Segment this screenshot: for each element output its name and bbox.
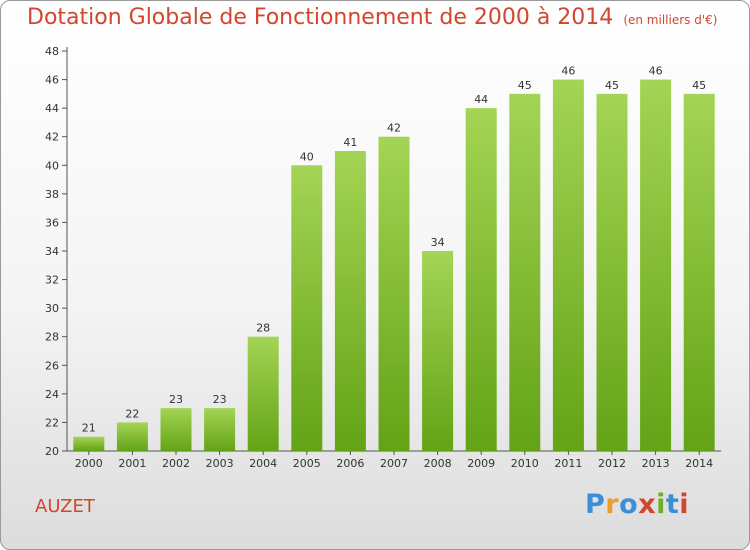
data-label-2001: 22 — [125, 407, 139, 420]
data-label-2005: 40 — [300, 150, 314, 163]
bar-2005 — [291, 165, 323, 452]
data-label-2007: 42 — [387, 122, 401, 135]
logo-letter: t — [665, 489, 680, 520]
data-label-2004: 28 — [256, 322, 270, 335]
bar-2012 — [596, 93, 628, 451]
y-tick-label: 46 — [45, 74, 59, 87]
data-label-2008: 34 — [431, 236, 445, 249]
bar-2007 — [378, 136, 410, 451]
bar-2013 — [640, 79, 672, 452]
x-tick-label-2004: 2004 — [249, 457, 277, 470]
y-tick-label: 42 — [45, 131, 59, 144]
y-tick-label: 28 — [45, 331, 59, 344]
data-label-2013: 46 — [649, 65, 663, 78]
bar-2003 — [204, 408, 236, 451]
bar-2000 — [73, 436, 105, 451]
x-tick-label-2002: 2002 — [162, 457, 190, 470]
logo-letter: o — [619, 489, 639, 520]
y-tick-label: 30 — [45, 302, 59, 315]
y-tick-label: 44 — [45, 102, 59, 115]
x-tick-label-2001: 2001 — [118, 457, 146, 470]
x-tick-label-2000: 2000 — [75, 457, 103, 470]
y-tick-label: 32 — [45, 274, 59, 287]
x-tick-label-2009: 2009 — [467, 457, 495, 470]
chart-title-text: Dotation Globale de Fonctionnement de 20… — [27, 5, 614, 30]
x-tick-label-2014: 2014 — [685, 457, 713, 470]
proxiti-logo: Proxiti — [585, 489, 689, 520]
y-tick-label: 22 — [45, 416, 59, 429]
x-tick-label-2011: 2011 — [554, 457, 582, 470]
y-tick-label: 36 — [45, 216, 59, 229]
data-label-2003: 23 — [213, 393, 227, 406]
data-label-2002: 23 — [169, 393, 183, 406]
logo-letter: P — [585, 489, 606, 520]
x-tick-label-2013: 2013 — [642, 457, 670, 470]
y-tick-label: 48 — [45, 45, 59, 58]
y-tick-label: 34 — [45, 245, 59, 258]
x-tick-label-2006: 2006 — [336, 457, 364, 470]
data-label-2006: 41 — [343, 136, 357, 149]
bar-2014 — [683, 93, 715, 451]
bar-2010 — [509, 93, 541, 451]
data-label-2014: 45 — [692, 79, 706, 92]
bar-2001 — [116, 422, 148, 451]
bar-2002 — [160, 408, 192, 451]
data-label-2010: 45 — [518, 79, 532, 92]
data-label-2012: 45 — [605, 79, 619, 92]
data-label-2011: 46 — [561, 65, 575, 78]
logo-letter: i — [679, 489, 690, 520]
bar-2008 — [422, 251, 454, 451]
x-tick-label-2008: 2008 — [424, 457, 452, 470]
logo-letter: x — [638, 489, 657, 520]
x-tick-label-2003: 2003 — [206, 457, 234, 470]
bar-2006 — [334, 151, 366, 451]
bar-2004 — [247, 336, 279, 451]
x-tick-label-2010: 2010 — [511, 457, 539, 470]
commune-name: AUZET — [35, 496, 95, 517]
chart-subtitle: (en milliers d'€) — [623, 13, 718, 27]
bar-2009 — [465, 108, 497, 452]
logo-letter: i — [656, 489, 666, 520]
x-tick-label-2012: 2012 — [598, 457, 626, 470]
logo-letter: r — [605, 489, 620, 520]
y-tick-label: 26 — [45, 359, 59, 372]
data-label-2009: 44 — [474, 93, 488, 106]
y-tick-label: 20 — [45, 445, 59, 458]
y-tick-label: 40 — [45, 159, 59, 172]
x-tick-label-2005: 2005 — [293, 457, 321, 470]
data-label-2000: 21 — [82, 422, 96, 435]
y-tick-label: 38 — [45, 188, 59, 201]
x-tick-label-2007: 2007 — [380, 457, 408, 470]
y-tick-label: 24 — [45, 388, 59, 401]
chart-title: Dotation Globale de Fonctionnement de 20… — [27, 5, 717, 30]
bar-2011 — [552, 79, 584, 452]
